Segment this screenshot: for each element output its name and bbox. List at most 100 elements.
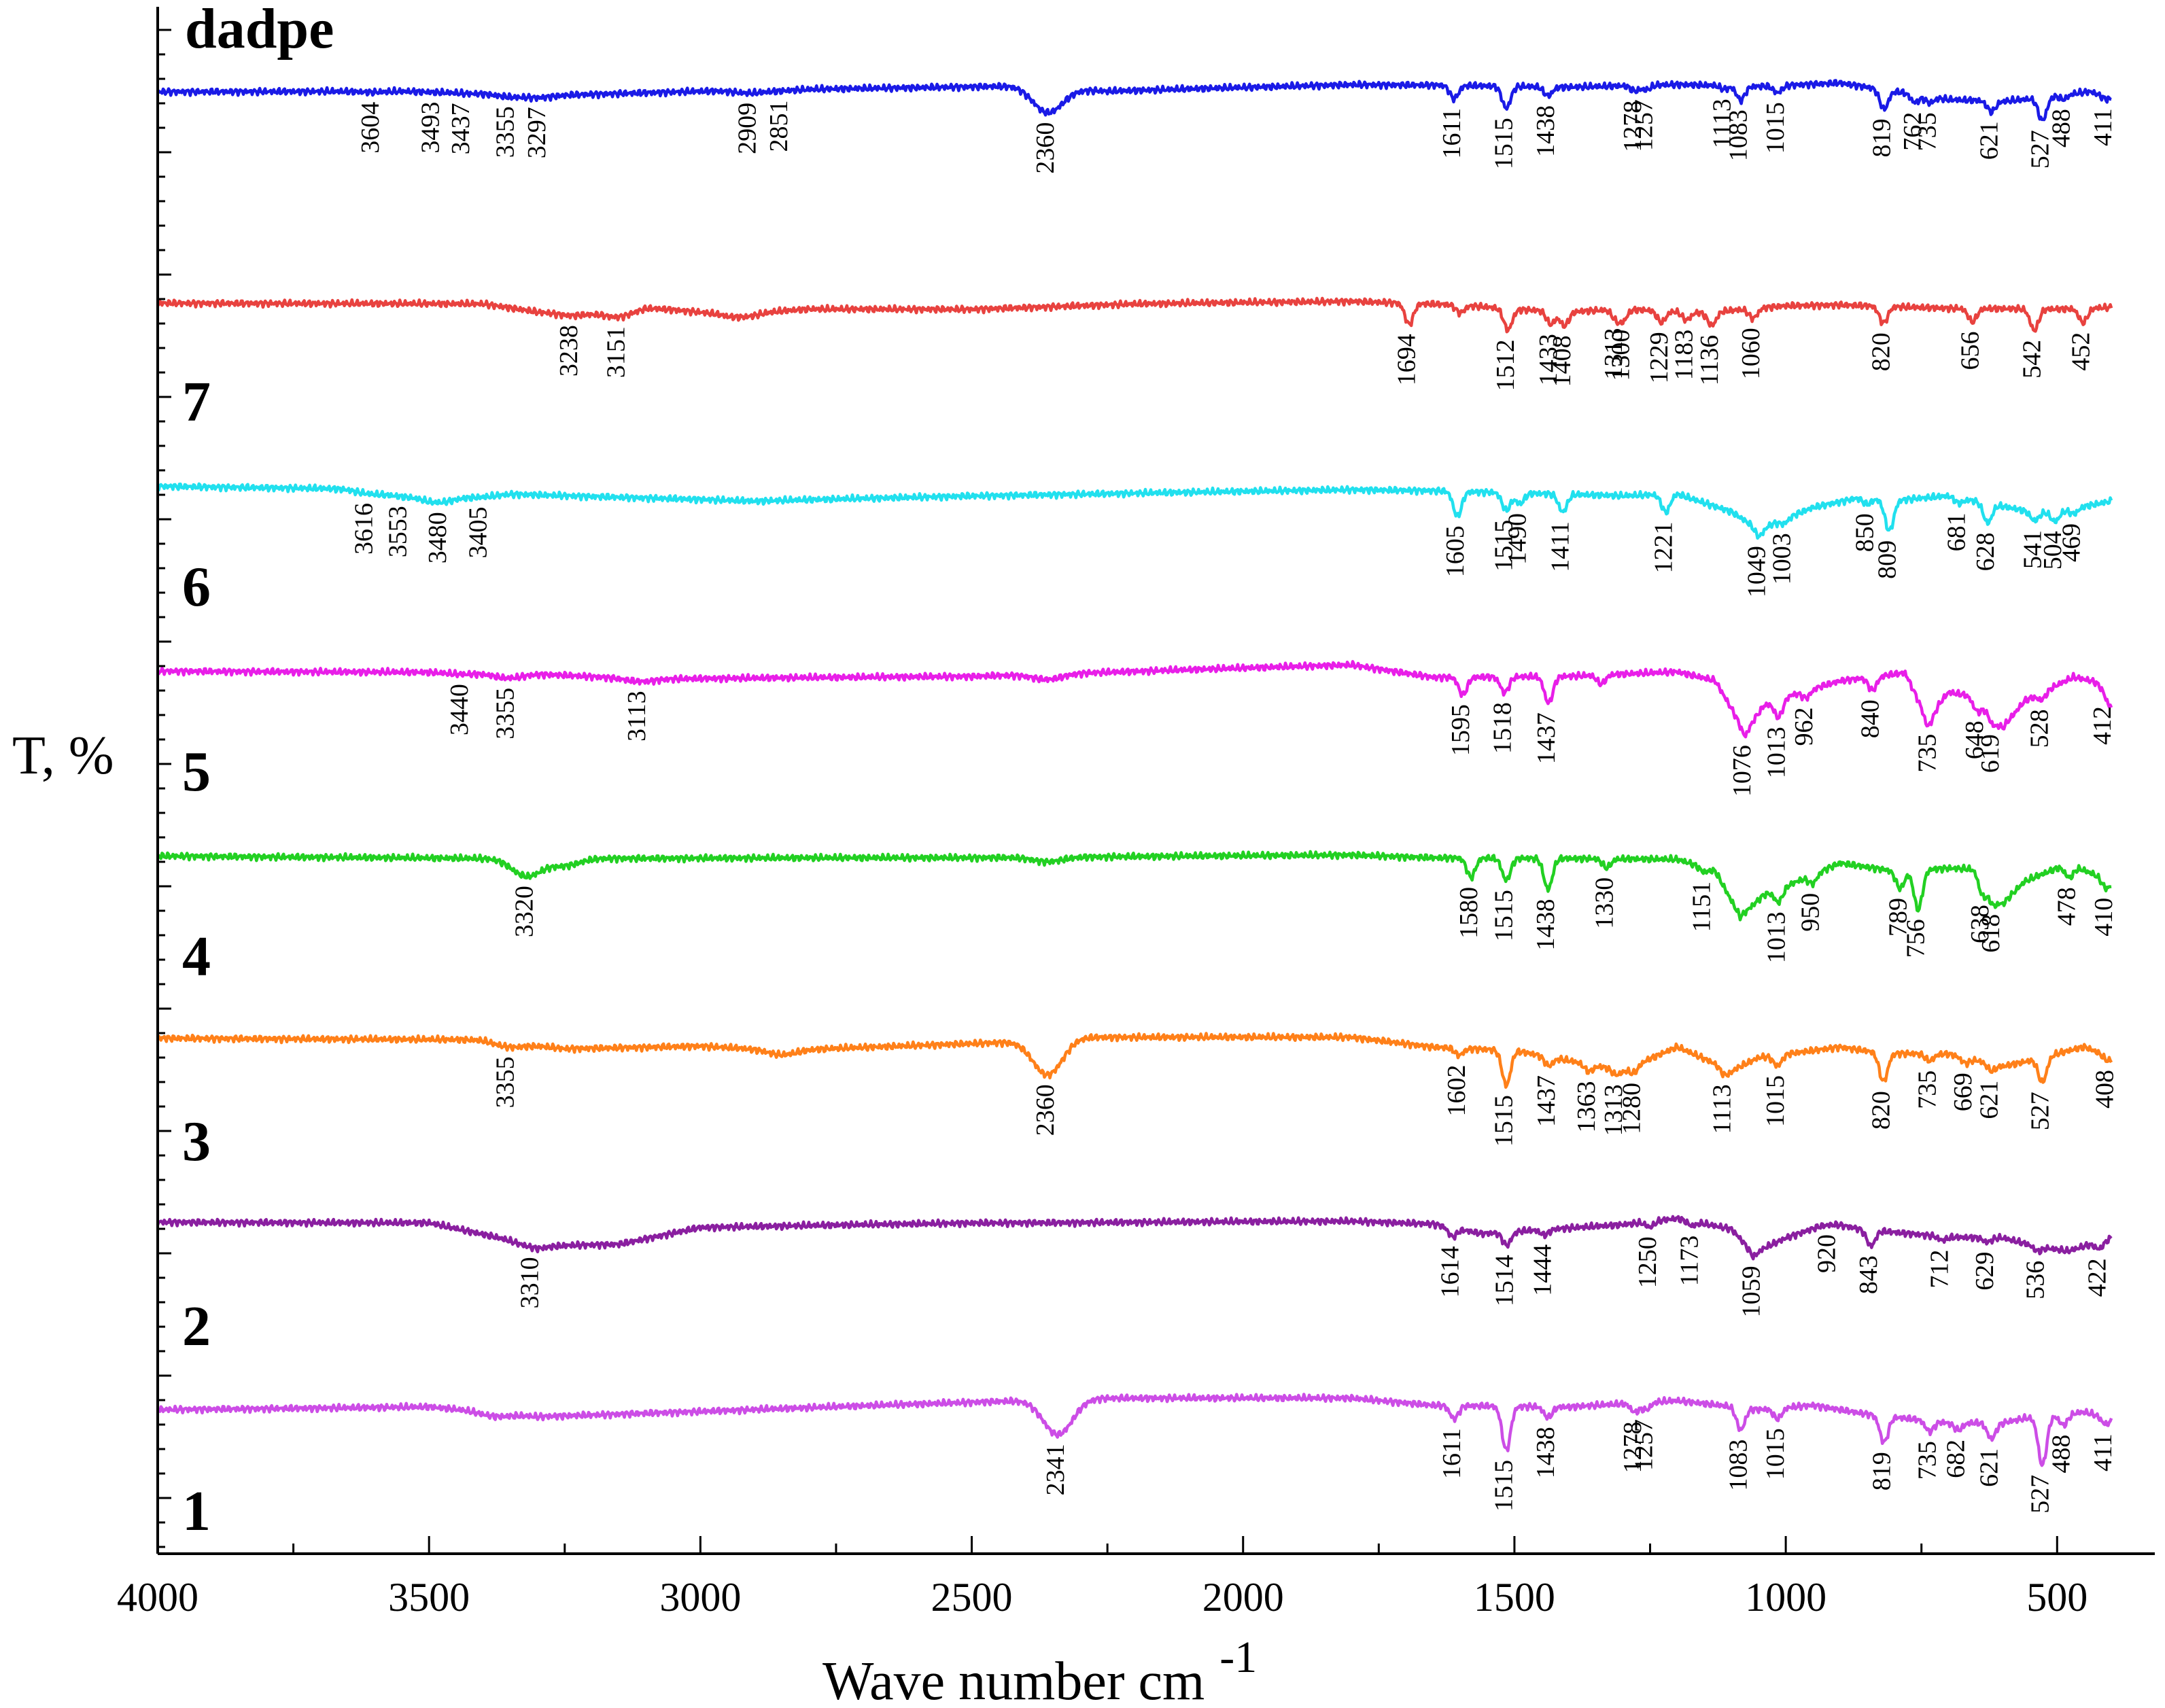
peak-label: 408 (2090, 1070, 2119, 1109)
peak-label: 3493 (417, 102, 445, 154)
peak-label: 820 (1867, 332, 1896, 371)
peak-label: 1173 (1676, 1236, 1704, 1287)
peak-label: 1515 (1490, 520, 1519, 572)
peak-label: 1221 (1649, 522, 1678, 574)
x-tick-label: 4000 (117, 1575, 198, 1620)
peak-label: 3616 (349, 503, 378, 555)
peak-label: 488 (2047, 1435, 2076, 1474)
peak-label: 1136 (1695, 335, 1724, 386)
peak-label: 527 (2026, 1475, 2054, 1514)
peak-label: 1015 (1761, 102, 1790, 154)
peak-label: 412 (2088, 706, 2117, 745)
x-tick-label: 3500 (388, 1575, 470, 1620)
peak-label: 621 (1975, 1081, 2003, 1119)
peak-label: 621 (1975, 121, 2003, 160)
peak-label: 1313 (1599, 328, 1628, 380)
peak-label: 962 (1790, 708, 1818, 746)
peak-label: 3355 (491, 1056, 520, 1108)
peak-label: 3320 (510, 886, 539, 937)
y-axis-title: T, % (12, 726, 114, 786)
peak-label: 2909 (733, 103, 762, 154)
peak-label: 2851 (765, 101, 793, 152)
peak-label: 1083 (1725, 109, 1753, 161)
peak-label: 3480 (423, 512, 452, 563)
peak-label: 1438 (1531, 1427, 1560, 1478)
peak-label: 1280 (1617, 1083, 1646, 1134)
peak-label: 1076 (1728, 745, 1756, 797)
peak-label: 1611 (1438, 1428, 1466, 1479)
peak-label: 3297 (523, 107, 551, 158)
peak-label: 820 (1867, 1091, 1896, 1130)
series-line-5 (156, 660, 2113, 739)
peak-label: 422 (2083, 1258, 2111, 1297)
peak-label: 1060 (1737, 328, 1765, 379)
peak-label: 410 (2090, 898, 2118, 937)
x-tick-label: 3000 (659, 1575, 741, 1620)
series-line-6 (156, 482, 2113, 540)
peak-label: 1278 (1618, 1422, 1647, 1474)
peak-label: 735 (1913, 1070, 1941, 1109)
series-line-4 (157, 850, 2112, 922)
peak-label: 1595 (1447, 704, 1475, 756)
peak-label: 809 (1873, 540, 1901, 579)
peak-label: 1411 (1546, 521, 1575, 572)
peak-label: 1313 (1599, 1084, 1628, 1136)
peak-label: 1515 (1490, 118, 1519, 169)
peak-label: 411 (2089, 108, 2117, 146)
peak-label: 1250 (1633, 1236, 1662, 1288)
peak-label: 1408 (1548, 335, 1576, 387)
peak-label: 1515 (1490, 890, 1519, 941)
peak-label: 762 (1899, 112, 1927, 151)
peak-label: 1515 (1490, 1095, 1519, 1147)
peak-label: 648 (1960, 720, 1989, 759)
series-label-7: 7 (182, 370, 211, 434)
series-dadpe: 3604 3493 3437 3355 3297 2909 2851 2360 1611 1515… (156, 79, 2117, 174)
x-axis-title-text: Wave number cm (822, 1652, 1205, 1708)
peak-label: 1278 (1618, 101, 1647, 152)
peak-label: 3553 (384, 506, 413, 557)
peak-label: 2360 (1031, 1084, 1060, 1136)
peak-label: 1059 (1737, 1266, 1766, 1317)
peak-label: 1515 (1490, 1460, 1519, 1512)
x-tick-label: 2500 (931, 1575, 1013, 1620)
peak-label: 3238 (555, 325, 583, 377)
peak-label: 712 (1926, 1250, 1954, 1289)
peak-label: 669 (1949, 1073, 1977, 1111)
peak-label: 1257 (1630, 99, 1659, 151)
peak-label: 735 (1913, 734, 1941, 773)
series-line-dadpe (156, 79, 2112, 122)
x-tick-label: 2000 (1202, 1575, 1284, 1620)
peak-label: 1518 (1488, 702, 1517, 754)
series-label-4: 4 (182, 925, 211, 988)
peak-label: 1694 (1393, 334, 1421, 385)
axes: 4000 3500 3000 2500 2000 1500 1000 500 (117, 7, 2155, 1620)
peak-label: 469 (2058, 523, 2086, 562)
peak-label: 1437 (1532, 712, 1561, 764)
peak-label: 1614 (1436, 1246, 1465, 1297)
peak-label: 488 (2047, 109, 2076, 147)
peak-label: 656 (1956, 332, 1984, 370)
peak-label: 1580 (1455, 887, 1483, 939)
peak-label: 536 (2021, 1261, 2049, 1300)
peak-label: 1438 (1531, 899, 1560, 951)
peak-label: 1490 (1504, 513, 1532, 565)
peak-label: 920 (1813, 1234, 1841, 1273)
peak-label: 1049 (1743, 546, 1771, 597)
series-label-3: 3 (182, 1110, 211, 1173)
peak-label: 542 (2018, 340, 2047, 379)
series-line-1 (157, 1393, 2113, 1467)
peak-label: 735 (1913, 1441, 1941, 1480)
peak-label: 1433 (1534, 334, 1563, 385)
peak-label: 1437 (1532, 1075, 1561, 1127)
series-label-1: 1 (182, 1480, 211, 1543)
peak-label: 681 (1943, 512, 1971, 551)
peak-label: 3405 (464, 507, 493, 559)
peak-label: 1512 (1491, 339, 1520, 391)
x-axis-title-superscript: -1 (1219, 1633, 1257, 1682)
peak-label: 1330 (1590, 877, 1618, 929)
peak-label: 3355 (491, 106, 520, 158)
peak-label: 1113 (1708, 1084, 1737, 1134)
